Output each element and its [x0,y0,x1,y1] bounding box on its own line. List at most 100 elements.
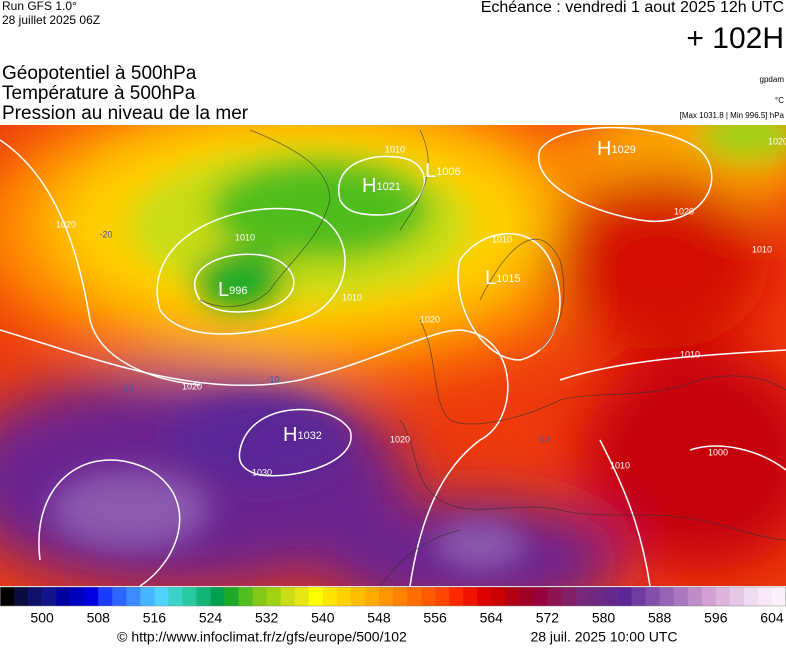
run-label: Run GFS 1.0° [2,0,77,13]
colorbar-tick-label: 508 [87,610,111,626]
colorbar-swatch [393,587,408,606]
colorbar-tick-label: 572 [536,610,560,626]
colorbar-swatch [98,587,113,606]
isobar-label: 1020 [768,136,786,146]
colorbar-tick-label: 500 [30,610,54,626]
run-date: 28 juillet 2025 06Z [2,13,100,27]
colorbar-swatch [196,587,211,606]
colorbar-tick-label: 548 [367,610,391,626]
colorbar-tick-label: 588 [648,610,672,626]
isobar-label: 1020 [56,219,76,229]
label-part: 1015 [496,273,520,285]
colorbar-swatch [378,587,394,606]
colorbar-swatch [308,587,324,606]
colorbar-swatch [715,587,731,606]
colorbar-swatch [336,587,352,606]
colorbar-swatch [435,587,450,606]
colorbar-swatch [729,587,745,606]
colorbar-tick-label: 580 [592,610,616,626]
temperature-label: -20 [99,229,112,239]
colorbar-swatch [645,587,660,606]
colorbar-swatch [771,587,786,606]
isobar-label: 1010 [235,232,255,242]
colorbar-tick-label: 524 [199,610,223,626]
isobar-label: 1020 [390,434,410,444]
label-part: 1006 [436,166,460,178]
colorbar-tick-label: 564 [480,610,504,626]
colorbar-swatch [701,587,717,606]
colorbar-swatch [547,587,562,606]
pressure-center: H1029 [597,138,636,160]
colorbar-tick-label: 532 [255,610,279,626]
isobar-label: 1010 [385,144,405,154]
temperature-label: -10 [120,383,133,393]
isobars [0,126,786,586]
colorbar-swatch [224,587,239,606]
colorbar-swatch [757,587,773,606]
colorbar-swatch [294,587,310,606]
label-part: 1021 [376,181,400,193]
isobar-label: 1020 [182,381,202,391]
temperature-label: -10 [536,434,549,444]
colorbar-swatch [407,587,422,606]
pressure-center: L1015 [485,267,521,289]
colorbar-swatch [575,587,590,606]
colorbar-swatch [28,587,43,606]
colorbar-swatch [42,587,57,606]
coastlines [199,129,786,586]
colorbar-swatch [477,587,492,606]
colorbar-tick-label: 596 [704,610,728,626]
label-part: H [362,175,376,197]
colorbar-swatch [519,587,534,606]
colorbar-tick-label: 604 [760,610,784,626]
colorbar-swatch [210,587,225,606]
colorbar-swatch [182,587,197,606]
unit-label: gpdam [760,75,785,84]
field-name: Géopotentiel à 500hPa [2,63,197,84]
temperature-label: -10 [266,374,279,384]
footer-source: © http://www.infoclimat.fr/z/gfs/europe/… [117,629,407,645]
colorbar-swatch [84,587,99,606]
isobar-label: 1010 [492,234,512,244]
isobar-label: 1010 [342,292,362,302]
colorbar-swatch [112,587,127,606]
colorbar-swatch [533,587,548,606]
colorbar-swatch [603,587,618,606]
colorbar-swatch [463,587,478,606]
colorbar-swatch [252,587,267,606]
label-part: L [485,267,496,289]
colorbar-swatch [140,587,155,606]
field-name: Température à 500hPa [2,83,196,104]
colorbar-swatch [168,587,183,606]
colorbar-tick-label: 516 [143,610,167,626]
colorbar-swatch [673,587,689,606]
colorbar-swatch [266,587,282,606]
colorbar-tick-label: 540 [311,610,335,626]
unit-label: [Max 1031.8 | Min 996.5] hPa [680,111,785,120]
isobar-label: 1020 [674,206,694,216]
colorbar-swatch [322,587,338,606]
footer-date: 28 juil. 2025 10:00 UTC [530,629,677,645]
isobar-label: 1030 [252,467,272,477]
colorbar-swatch [238,587,253,606]
colorbar-tick-label: 556 [423,610,447,626]
label-part: L [218,279,229,301]
pressure-center: L1006 [425,160,461,182]
colorbar-swatch [154,587,169,606]
map-field [0,125,786,586]
isobar-label: 1000 [708,447,728,457]
colorbar-swatch [280,587,296,606]
colorbar-swatch [743,587,759,606]
pressure-center: L996 [218,279,247,301]
colorbar-swatch [14,587,29,606]
colorbar-swatch [687,587,703,606]
isobar-label: 1010 [752,244,772,254]
colorbar-swatch [364,587,380,606]
colorbar-swatch [56,587,71,606]
colorbar-swatch [491,587,506,606]
label-part: 996 [229,285,247,297]
isobar-label: 1020 [420,314,440,324]
colorbar-swatch [0,587,15,606]
